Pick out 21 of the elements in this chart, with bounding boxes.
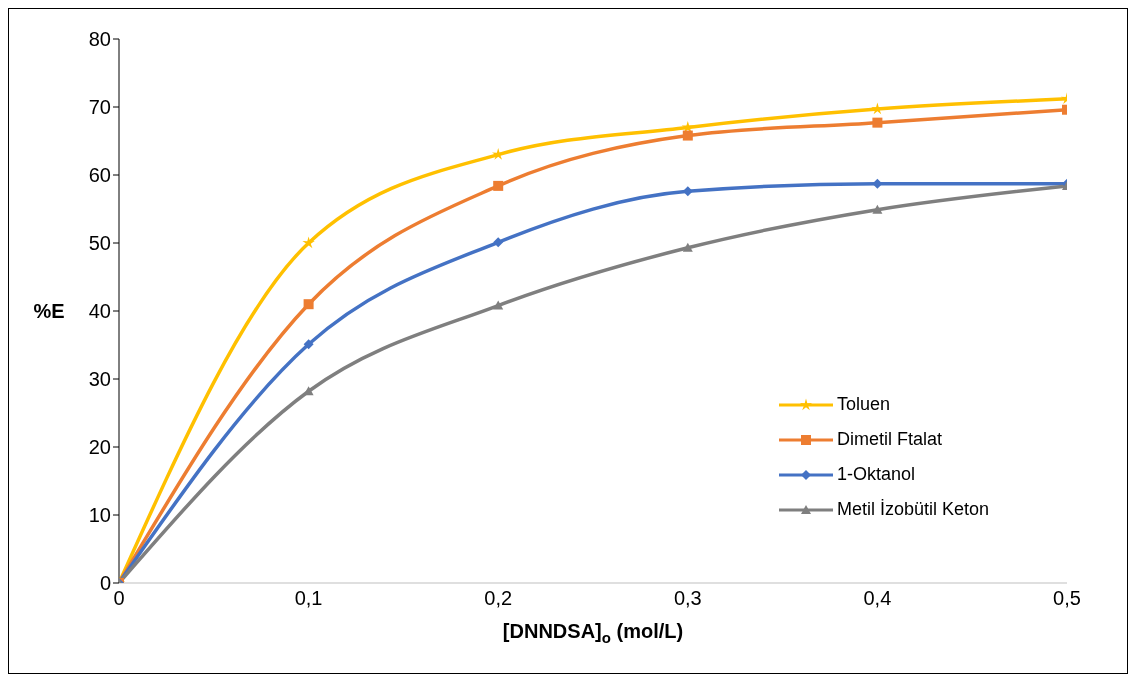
y-tick-label: 70 <box>88 96 111 119</box>
y-tick-label: 50 <box>88 232 111 255</box>
x-tick-label: 0 <box>113 587 125 610</box>
x-tick-label: 0,5 <box>1053 587 1081 610</box>
y-tick-label: 0 <box>99 572 111 595</box>
y-tick-label: 40 <box>88 300 111 323</box>
y-tick-label: 10 <box>88 504 111 527</box>
x-tick-label: 0,3 <box>673 587 702 610</box>
y-tick-label: 60 <box>88 164 111 187</box>
x-tick-label: 0,4 <box>863 587 892 610</box>
x-axis-title: [DNNDSA]$_{o}$ (mol/L) <box>502 620 684 646</box>
legend-label: Metil İzobütil Keton <box>837 499 990 520</box>
legend-label: 1-Oktanol <box>837 464 916 485</box>
y-axis-title: %E <box>33 300 65 322</box>
legend-label: Toluen <box>837 394 891 415</box>
x-tick-label: 0,1 <box>294 587 323 610</box>
y-tick-label: 30 <box>88 368 111 391</box>
x-tick-label: 0,2 <box>484 587 513 610</box>
y-tick-label: 20 <box>88 436 111 459</box>
y-tick-label: 80 <box>88 28 111 51</box>
legend-label: Dimetil Ftalat <box>837 429 943 450</box>
